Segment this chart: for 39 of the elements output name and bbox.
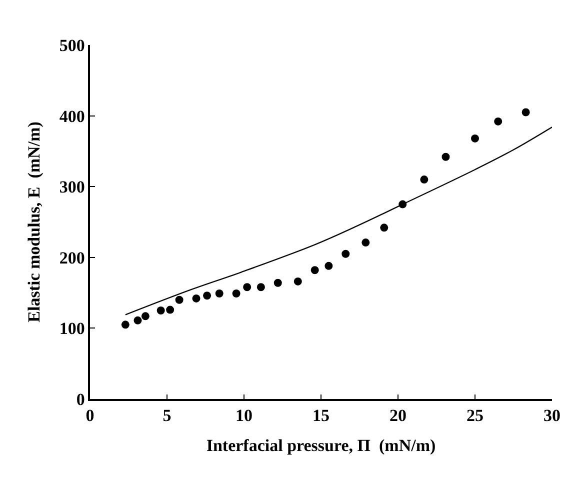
y-tick-label: 500 [59,36,85,55]
point [121,320,130,329]
x-tick-label: 10 [236,406,252,426]
point [175,296,184,304]
x-tick-label: 20 [390,406,406,426]
y-axis-title: Elastic modulus, E (mN/m) [24,122,44,322]
y-tick-label: 100 [59,319,85,338]
point [215,290,224,298]
point [256,283,265,292]
x-axis-title: Interfacial pressure, Π (mN/m) [206,436,436,456]
point [156,306,165,314]
point [274,278,282,287]
y-tick-label: 400 [59,106,85,126]
point [294,277,302,286]
point [141,312,150,320]
point [342,250,350,258]
y-tick-label: 0 [76,390,85,409]
point [522,108,530,116]
x-tick-label: 5 [162,406,172,426]
point [494,117,502,126]
point [442,152,450,161]
point [203,292,212,300]
point [362,238,370,247]
point [166,306,174,314]
point [420,176,428,184]
x-tick-label: 15 [312,406,330,426]
point [324,262,333,270]
line-series [124,126,552,316]
point [471,134,479,142]
point [310,266,319,274]
x-tick-label: 30 [544,406,560,426]
point [232,290,240,298]
x-tick-label: 25 [466,406,484,426]
y-tick-label: 300 [59,178,85,197]
point [192,294,200,302]
point [134,316,142,324]
point [243,283,252,292]
point [380,224,388,232]
y-tick-label: 200 [59,248,85,268]
